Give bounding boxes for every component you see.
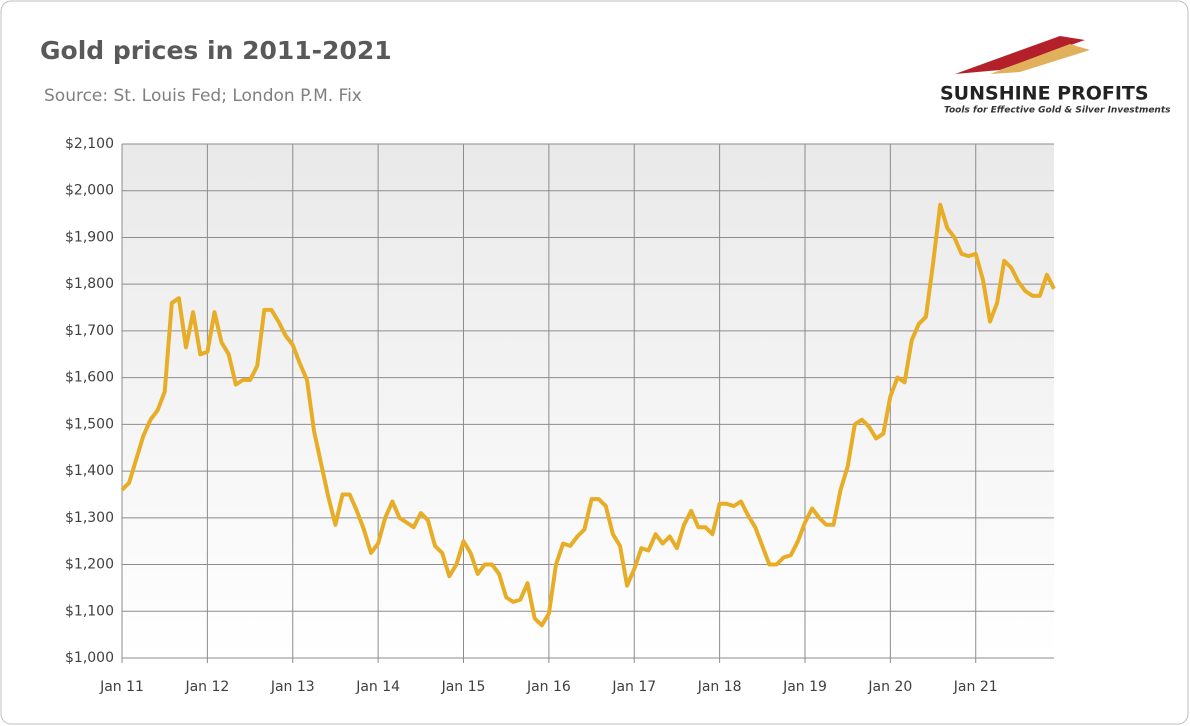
y-tick-label: $1,500 — [65, 416, 114, 432]
y-tick-label: $2,000 — [65, 183, 114, 199]
logo: SUNSHINE PROFITS Tools for Effective Gol… — [940, 36, 1171, 116]
plot-area — [122, 144, 1054, 658]
x-tick-label: Jan 13 — [270, 679, 315, 695]
x-tick-label: Jan 17 — [611, 679, 656, 695]
y-tick-label: $1,400 — [65, 463, 114, 479]
x-tick-label: Jan 20 — [867, 679, 912, 695]
y-tick-label: $1,100 — [65, 603, 114, 619]
x-tick-label: Jan 11 — [99, 679, 144, 695]
y-tick-label: $1,200 — [65, 557, 114, 573]
chart-subtitle: Source: St. Louis Fed; London P.M. Fix — [44, 86, 362, 106]
logo-swoosh — [990, 44, 1090, 74]
x-tick-label: Jan 18 — [697, 679, 742, 695]
logo-swoosh — [955, 36, 1085, 74]
y-tick-label: $1,900 — [65, 229, 114, 245]
y-tick-label: $1,600 — [65, 370, 114, 386]
y-tick-label: $1,300 — [65, 510, 114, 526]
logo-tagline: Tools for Effective Gold & Silver Invest… — [944, 106, 1171, 116]
x-tick-label: Jan 19 — [782, 679, 827, 695]
y-tick-label: $2,100 — [65, 136, 114, 152]
x-tick-label: Jan 14 — [355, 679, 400, 695]
x-tick-label: Jan 16 — [526, 679, 571, 695]
y-tick-label: $1,800 — [65, 276, 114, 292]
y-tick-label: $1,000 — [65, 650, 114, 666]
y-tick-label: $1,700 — [65, 323, 114, 339]
chart-title: Gold prices in 2011-2021 — [40, 36, 392, 65]
logo-name: SUNSHINE PROFITS — [940, 83, 1149, 105]
x-tick-label: Jan 15 — [441, 679, 486, 695]
x-tick-label: Jan 12 — [184, 679, 229, 695]
x-tick-label: Jan 21 — [953, 679, 998, 695]
line — [120, 202, 1056, 628]
